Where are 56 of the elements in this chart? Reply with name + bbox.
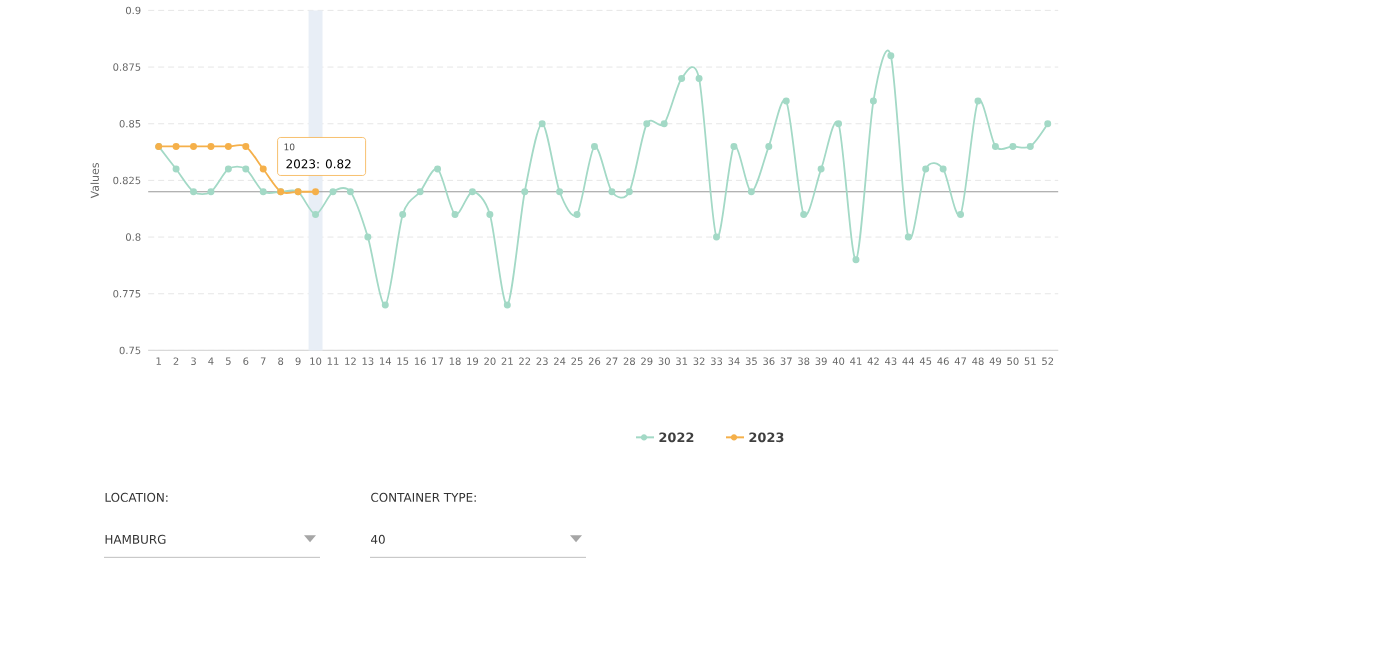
point [782, 97, 790, 105]
point [625, 188, 633, 196]
point [329, 188, 337, 196]
point [468, 188, 476, 196]
point [643, 120, 651, 128]
point [242, 165, 250, 173]
point [399, 211, 407, 219]
point [852, 256, 860, 264]
point [242, 143, 250, 151]
point [207, 188, 215, 196]
point [817, 165, 825, 173]
point [1026, 143, 1034, 151]
point [207, 143, 215, 151]
point [346, 188, 354, 196]
point [904, 233, 912, 241]
point [1044, 120, 1052, 128]
point [521, 188, 529, 196]
point [869, 97, 877, 105]
point [451, 211, 459, 219]
point [538, 120, 546, 128]
point [747, 188, 755, 196]
point [190, 143, 197, 151]
point [259, 188, 267, 196]
point [1009, 143, 1017, 151]
point [991, 143, 999, 151]
point [486, 211, 494, 219]
point [887, 52, 895, 60]
point [259, 165, 267, 173]
point [556, 188, 564, 196]
point [172, 143, 180, 151]
point [573, 211, 581, 219]
point [678, 75, 686, 83]
point [224, 165, 232, 173]
point [608, 188, 616, 196]
point [224, 143, 232, 151]
point [416, 188, 424, 196]
point [765, 143, 773, 151]
point [957, 211, 965, 219]
point [730, 143, 738, 151]
point [800, 211, 808, 219]
point [381, 301, 389, 309]
point [364, 233, 372, 241]
point [713, 233, 720, 241]
point [835, 120, 843, 128]
point [190, 188, 197, 196]
point [660, 120, 668, 128]
point [939, 165, 947, 173]
point [974, 97, 982, 105]
point [312, 188, 320, 196]
point [172, 165, 180, 173]
point [434, 165, 442, 173]
point [922, 165, 930, 173]
point [695, 75, 703, 83]
point [503, 301, 511, 309]
point [312, 211, 320, 219]
point [590, 143, 598, 151]
